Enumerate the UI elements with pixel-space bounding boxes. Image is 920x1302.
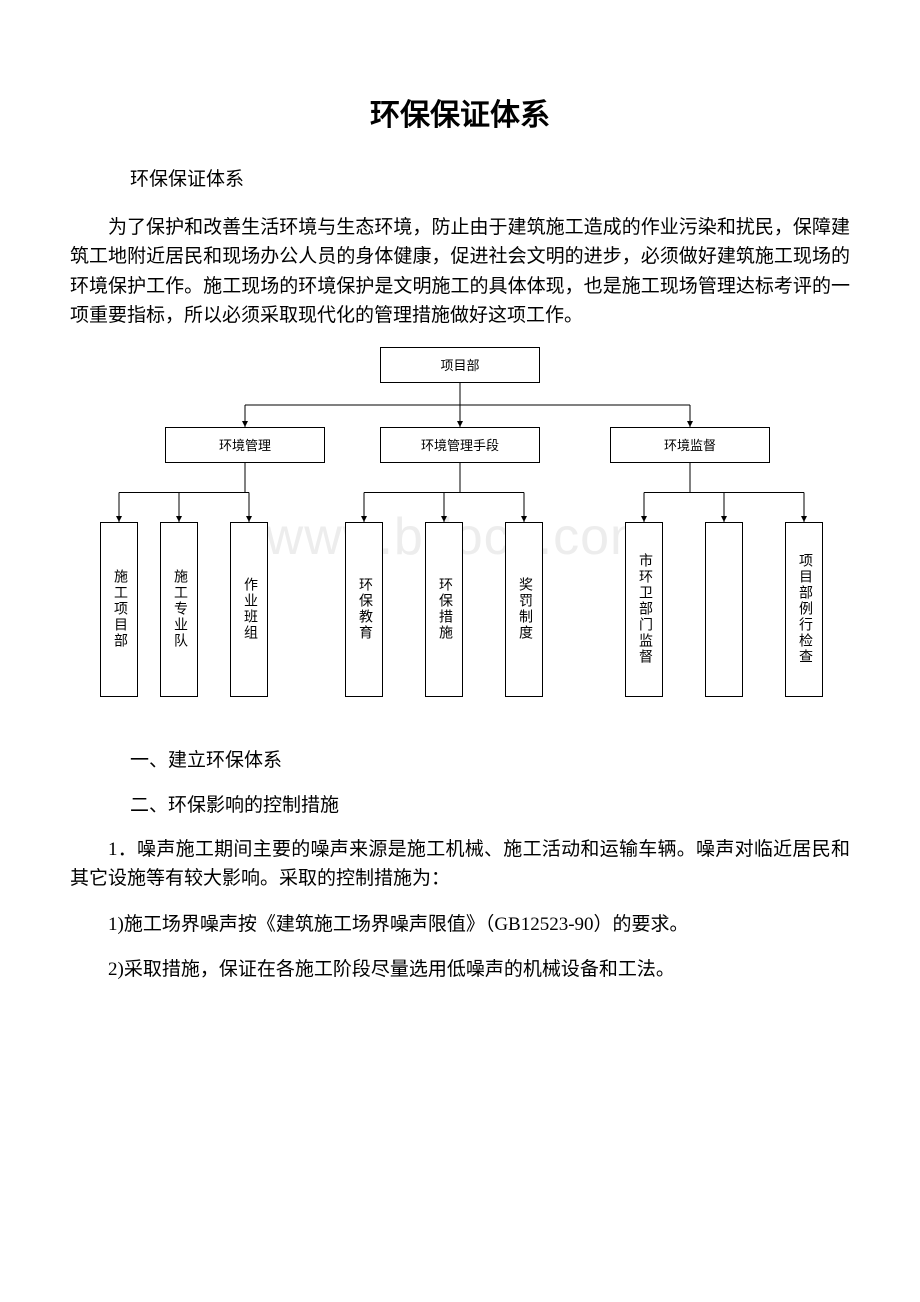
org-chart: www.bdocx.com 项目部 环境管理 环境管理手段 环境监督 施工项目部…: [70, 347, 850, 727]
node-b2: 施工专业队: [160, 522, 198, 697]
page-title: 环保保证体系: [70, 90, 850, 134]
node-mid2: 环境管理手段: [380, 427, 540, 463]
paragraph-2: 1)施工场界噪声按《建筑施工场界噪声限值》（GB12523-90）的要求。: [70, 910, 850, 939]
node-b6-label: 奖罚制度: [514, 577, 534, 641]
node-b5-label: 环保措施: [434, 577, 454, 641]
node-b9-label: 项目部例行检查: [794, 553, 814, 665]
intro-paragraph: 为了保护和改善生活环境与生态环境，防止由于建筑施工造成的作业污染和扰民，保障建筑…: [70, 213, 850, 331]
node-mid1-label: 环境管理: [219, 435, 271, 454]
node-b9: 项目部例行检查: [785, 522, 823, 697]
paragraph-1: 1．噪声施工期间主要的噪声来源是施工机械、施工活动和运输车辆。噪声对临近居民和其…: [70, 835, 850, 894]
node-mid3-label: 环境监督: [664, 435, 716, 454]
node-b2-label: 施工专业队: [169, 569, 189, 649]
node-top: 项目部: [380, 347, 540, 383]
node-mid3: 环境监督: [610, 427, 770, 463]
node-b1-label: 施工项目部: [109, 569, 129, 649]
paragraph-3: 2)采取措施，保证在各施工阶段尽量选用低噪声的机械设备和工法。: [70, 955, 850, 984]
node-mid1: 环境管理: [165, 427, 325, 463]
node-b3: 作业班组: [230, 522, 268, 697]
node-b4-label: 环保教育: [354, 577, 374, 641]
node-b4: 环保教育: [345, 522, 383, 697]
node-b6: 奖罚制度: [505, 522, 543, 697]
subtitle: 环保保证体系: [130, 164, 850, 191]
node-top-label: 项目部: [440, 355, 479, 374]
node-b7: 市环卫部门监督: [625, 522, 663, 697]
node-b8: [705, 522, 743, 697]
node-b3-label: 作业班组: [239, 577, 259, 641]
node-mid2-label: 环境管理手段: [421, 435, 499, 454]
node-b7-label: 市环卫部门监督: [634, 553, 654, 665]
node-b5: 环保措施: [425, 522, 463, 697]
heading-2: 二、环保影响的控制措施: [130, 790, 850, 817]
heading-1: 一、建立环保体系: [130, 745, 850, 772]
node-b1: 施工项目部: [100, 522, 138, 697]
